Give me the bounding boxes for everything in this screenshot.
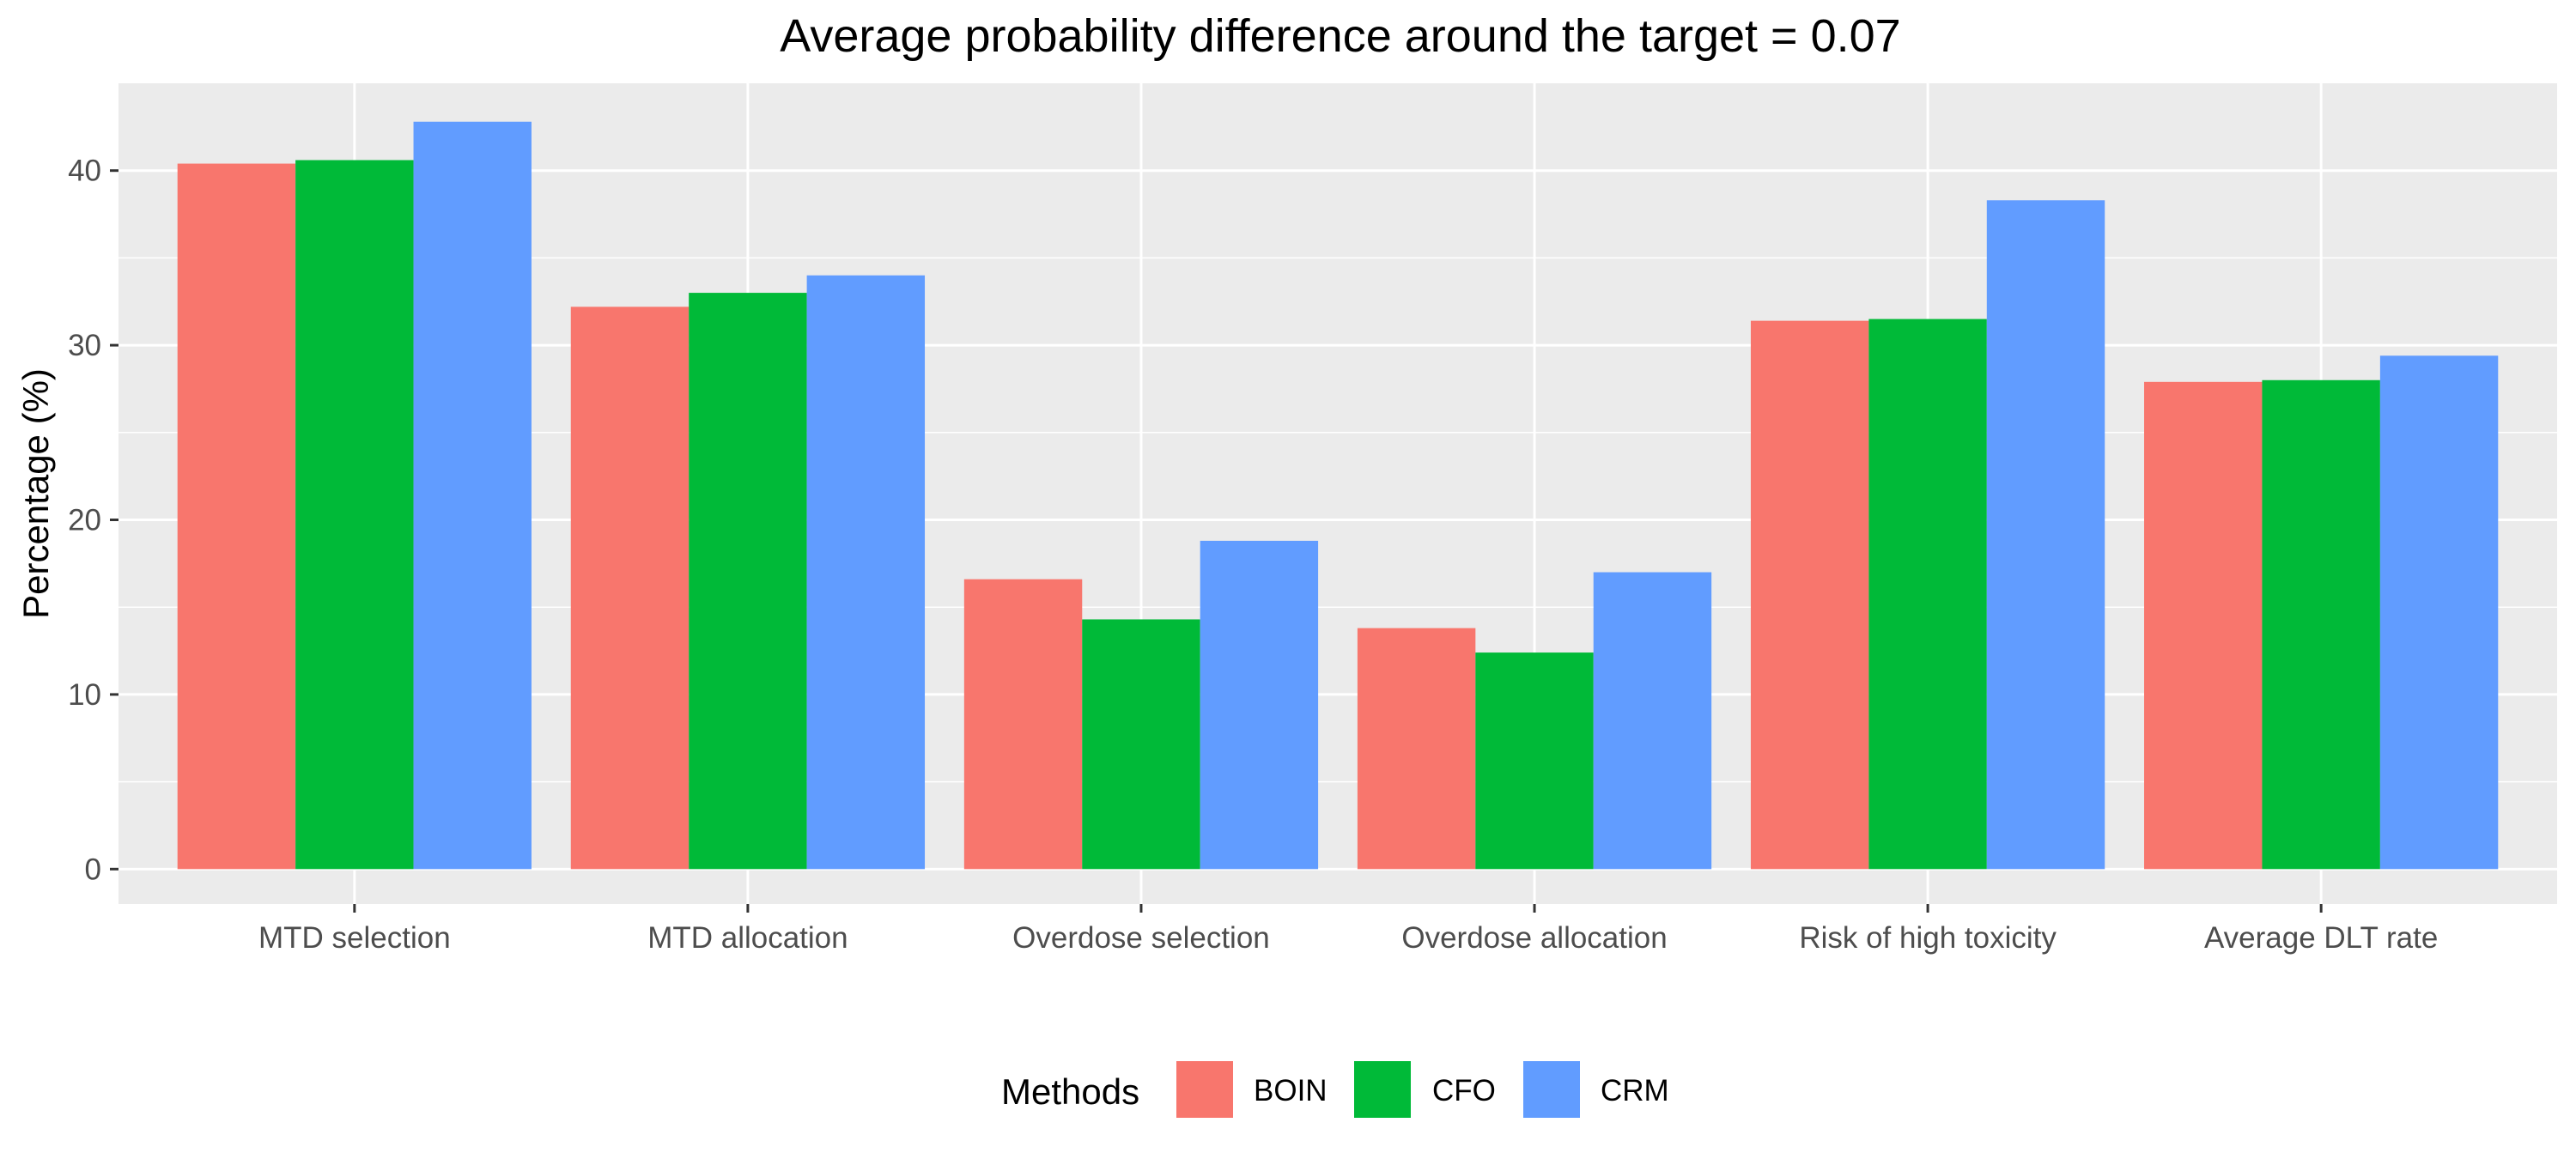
y-axis: 0 10 20 30 40 [68,155,118,886]
y-axis-title: Percentage (%) [15,368,56,619]
bar-cfo [295,160,414,870]
legend: Methods BOIN CFO CRM [1001,1061,1669,1118]
legend-title: Methods [1001,1071,1139,1112]
x-tick-label: Overdose allocation [1401,921,1667,955]
y-tick-label: 30 [68,329,101,362]
bar-boin [1357,628,1476,870]
bar-crm [1200,540,1319,870]
y-tick-label: 10 [68,678,101,712]
legend-label: CFO [1432,1074,1496,1107]
bar-crm [2379,355,2499,870]
bar-boin [1750,320,1869,870]
bar-boin [177,163,296,870]
bar-cfo [1868,319,1987,870]
bar-cfo [1475,652,1594,870]
bars [177,121,2499,870]
bar-cfo [1082,619,1200,870]
bar-boin [963,579,1083,870]
bar-crm [806,275,926,870]
legend-label: BOIN [1254,1074,1327,1107]
legend-label: CRM [1601,1074,1669,1107]
legend-key-crm [1523,1061,1580,1118]
legend-key-cfo [1354,1061,1411,1118]
bar-crm [1593,572,1712,870]
x-tick-label: MTD selection [258,921,451,955]
chart-title: Average probability difference around th… [780,10,1900,62]
y-tick-label: 20 [68,504,101,537]
bar-cfo [689,293,807,870]
bar-crm [413,121,532,870]
bar-boin [2144,381,2263,870]
x-tick-label: MTD allocation [647,921,848,955]
x-tick-label: Overdose selection [1012,921,1270,955]
x-tick-label: Average DLT rate [2204,921,2438,955]
y-tick-label: 0 [85,853,101,886]
x-tick-label: Risk of high toxicity [1799,921,2057,955]
bar-cfo [2262,379,2380,870]
bar-crm [1986,200,2105,870]
y-tick-label: 40 [68,155,101,188]
legend-key-boin [1176,1061,1233,1118]
x-axis: MTD selection MTD allocation Overdose sele… [258,904,2438,955]
bar-boin [570,306,690,870]
